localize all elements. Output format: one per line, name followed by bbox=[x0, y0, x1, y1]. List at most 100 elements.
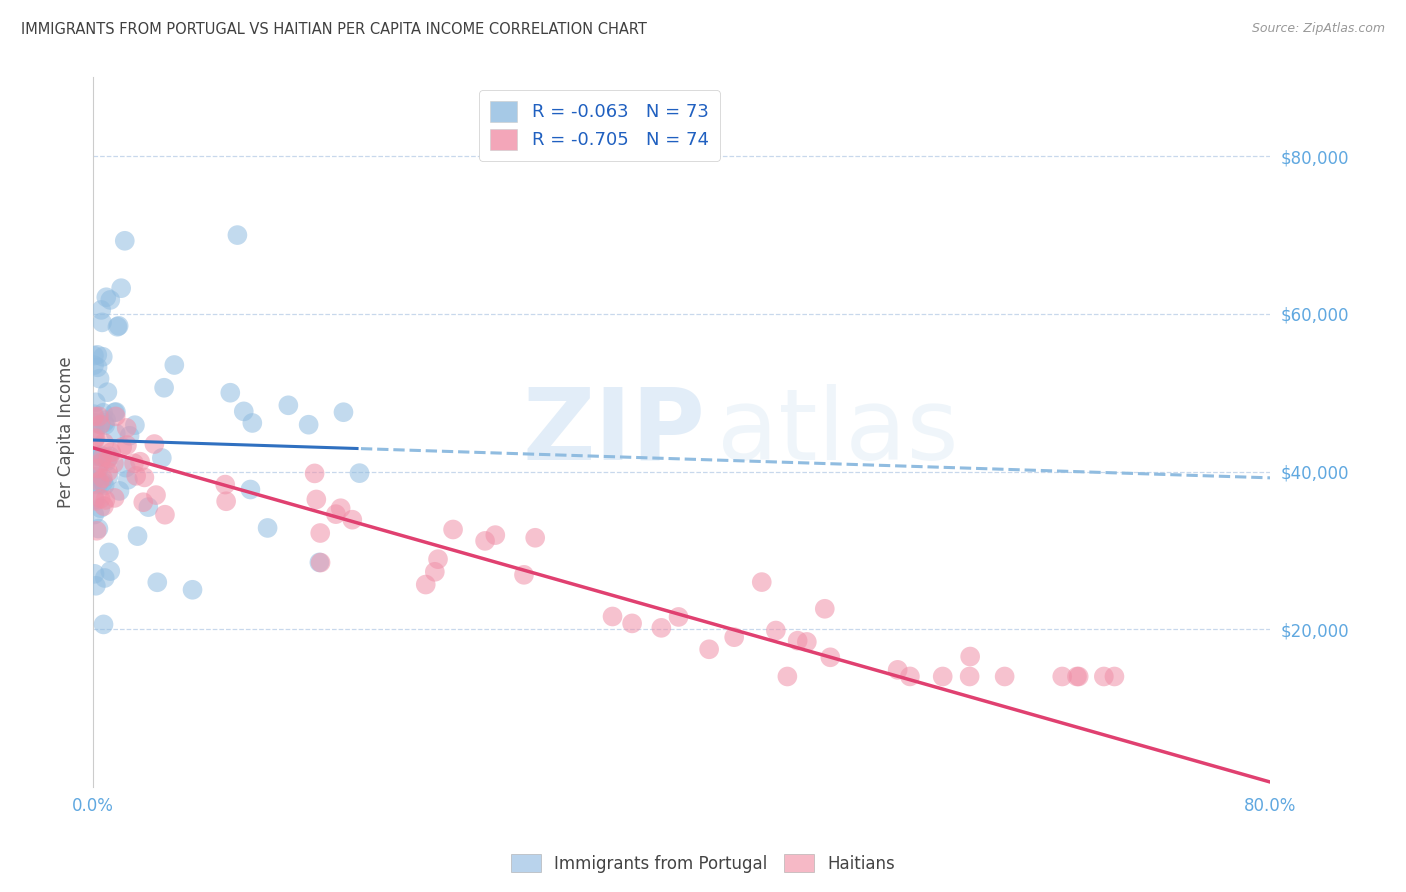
Point bbox=[125, 468, 148, 483]
Point bbox=[931, 669, 953, 683]
Point bbox=[94, 492, 117, 507]
Point bbox=[219, 385, 242, 400]
Point bbox=[96, 290, 118, 304]
Point bbox=[84, 395, 107, 409]
Point bbox=[122, 456, 145, 470]
Point bbox=[232, 404, 254, 418]
Point bbox=[83, 508, 105, 522]
Point bbox=[304, 467, 326, 481]
Point bbox=[87, 522, 110, 536]
Point bbox=[93, 435, 115, 450]
Point bbox=[86, 360, 108, 375]
Point bbox=[329, 501, 352, 516]
Point bbox=[765, 624, 787, 638]
Point bbox=[226, 228, 249, 243]
Point bbox=[309, 526, 332, 541]
Point bbox=[786, 633, 808, 648]
Point bbox=[118, 429, 141, 443]
Text: atlas: atlas bbox=[717, 384, 959, 481]
Point bbox=[110, 281, 132, 295]
Point bbox=[89, 450, 111, 464]
Point bbox=[723, 630, 745, 644]
Point bbox=[153, 381, 176, 395]
Point bbox=[87, 463, 110, 477]
Point bbox=[107, 319, 129, 334]
Point bbox=[83, 358, 105, 372]
Point bbox=[108, 483, 131, 498]
Point bbox=[898, 669, 921, 683]
Point bbox=[83, 433, 105, 447]
Point bbox=[96, 413, 118, 427]
Point bbox=[96, 385, 118, 400]
Point bbox=[90, 417, 112, 432]
Point bbox=[153, 508, 176, 522]
Point bbox=[959, 649, 981, 664]
Point bbox=[959, 669, 981, 683]
Point bbox=[117, 473, 139, 487]
Point bbox=[114, 234, 136, 248]
Point bbox=[138, 500, 160, 515]
Point bbox=[84, 493, 107, 508]
Point bbox=[98, 545, 121, 559]
Point bbox=[83, 409, 105, 424]
Point bbox=[86, 524, 108, 538]
Point bbox=[94, 417, 117, 432]
Point bbox=[83, 407, 105, 421]
Point bbox=[115, 421, 138, 435]
Point bbox=[277, 398, 299, 412]
Point bbox=[96, 454, 118, 468]
Point bbox=[91, 315, 114, 329]
Point bbox=[181, 582, 204, 597]
Point bbox=[994, 669, 1017, 683]
Point bbox=[83, 492, 105, 507]
Point bbox=[87, 461, 110, 475]
Point bbox=[474, 533, 496, 548]
Point bbox=[90, 491, 112, 506]
Point bbox=[91, 406, 114, 420]
Point bbox=[820, 650, 842, 665]
Point bbox=[103, 491, 125, 505]
Point bbox=[143, 437, 166, 451]
Point bbox=[776, 669, 799, 683]
Point bbox=[103, 456, 125, 470]
Point bbox=[104, 409, 127, 424]
Point bbox=[84, 416, 107, 430]
Point bbox=[134, 470, 156, 484]
Point bbox=[1066, 669, 1088, 683]
Point bbox=[239, 483, 262, 497]
Point bbox=[89, 448, 111, 462]
Point bbox=[93, 499, 115, 513]
Point bbox=[349, 466, 371, 480]
Point bbox=[90, 302, 112, 317]
Point bbox=[325, 507, 347, 521]
Point bbox=[87, 409, 110, 424]
Point bbox=[86, 348, 108, 362]
Point bbox=[342, 513, 364, 527]
Point bbox=[163, 358, 186, 372]
Point bbox=[423, 565, 446, 579]
Text: ZIP: ZIP bbox=[523, 384, 706, 481]
Point bbox=[668, 610, 690, 624]
Point bbox=[124, 418, 146, 433]
Point bbox=[93, 478, 115, 492]
Point bbox=[309, 556, 332, 570]
Point bbox=[1092, 669, 1115, 683]
Point bbox=[650, 621, 672, 635]
Point bbox=[104, 405, 127, 419]
Point bbox=[524, 531, 547, 545]
Point bbox=[621, 616, 644, 631]
Point bbox=[697, 642, 720, 657]
Point bbox=[98, 293, 121, 307]
Point bbox=[256, 521, 278, 535]
Point bbox=[240, 416, 263, 430]
Point bbox=[104, 405, 127, 419]
Point bbox=[1104, 669, 1126, 683]
Point bbox=[305, 492, 328, 507]
Point bbox=[814, 601, 837, 615]
Point bbox=[332, 405, 354, 419]
Point bbox=[114, 460, 136, 475]
Point bbox=[127, 529, 149, 543]
Point bbox=[427, 552, 450, 566]
Point bbox=[84, 579, 107, 593]
Point bbox=[84, 425, 107, 439]
